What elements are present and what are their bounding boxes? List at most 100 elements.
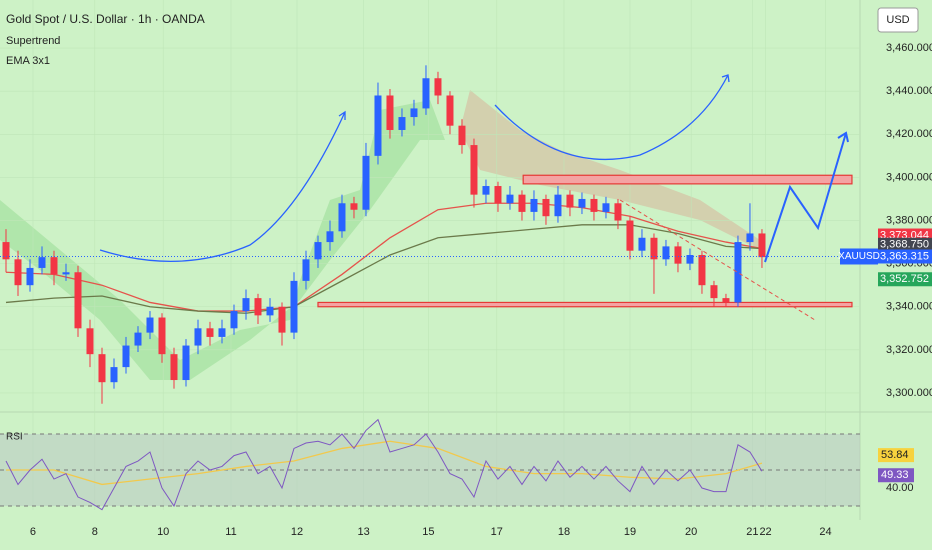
- y-tick-label: 3,320.000: [886, 344, 932, 356]
- candle-body: [38, 257, 46, 268]
- candle-body: [518, 194, 526, 212]
- candle-body: [722, 298, 730, 303]
- trendline: [619, 199, 816, 321]
- candle-body: [626, 220, 634, 251]
- zone: [317, 301, 853, 308]
- price-label-box: [878, 272, 932, 287]
- arrowhead: [721, 74, 730, 83]
- x-tick-label: 15: [422, 526, 434, 538]
- arrowhead: [837, 131, 849, 143]
- candle-body: [590, 198, 598, 212]
- supertrend-down-fill: [460, 90, 760, 250]
- overlay-line: [5, 202, 763, 312]
- candle-body: [170, 354, 178, 381]
- candle-body: [362, 155, 370, 210]
- rsi-value-label: 49.33: [881, 469, 909, 481]
- arrowhead: [338, 110, 346, 120]
- y-tick-label: 3,440.000: [886, 85, 932, 97]
- indicator-label: Supertrend: [6, 35, 60, 47]
- rsi-signal: [5, 440, 763, 486]
- candle-body: [14, 259, 22, 286]
- candle-body: [554, 194, 562, 217]
- y-tick-label: 3,400.000: [886, 171, 932, 183]
- x-tick-label: 6: [30, 526, 36, 538]
- x-tick-label: 17: [491, 526, 503, 538]
- candle-body: [434, 78, 442, 96]
- candle-body: [542, 198, 550, 217]
- curve-arrow: [494, 74, 729, 161]
- candle-body: [206, 328, 214, 337]
- overlay-line: [5, 224, 763, 314]
- candle-body: [158, 317, 166, 355]
- rsi-label: RSI: [6, 432, 23, 443]
- candle-body: [2, 242, 10, 260]
- candle-body: [110, 367, 118, 383]
- candle-body: [50, 257, 58, 275]
- candle-body: [62, 272, 70, 275]
- rsi-value-label: 53.84: [881, 449, 909, 461]
- candle-body: [326, 231, 334, 243]
- candle-body: [398, 117, 406, 130]
- y-tick-label: 3,460.000: [886, 42, 932, 54]
- price-label-box: [878, 249, 932, 264]
- x-tick-label: 12: [291, 526, 303, 538]
- x-tick-label: 8: [92, 526, 98, 538]
- candle-body: [98, 354, 106, 383]
- candle-body: [182, 345, 190, 381]
- x-tick-label: 13: [357, 526, 369, 538]
- currency-box: [877, 7, 919, 33]
- price-label: 3,368.750: [880, 239, 929, 251]
- rsi-line: [5, 418, 763, 511]
- y-tick-label: 3,380.000: [886, 214, 932, 226]
- candle-body: [638, 237, 646, 251]
- candle-body: [686, 255, 694, 264]
- candle-body: [218, 328, 226, 337]
- x-tick-label: 21: [746, 526, 758, 538]
- candle-body: [422, 78, 430, 109]
- candle-body: [578, 198, 586, 208]
- x-tick-label: 24: [819, 526, 831, 538]
- candle-body: [86, 328, 94, 355]
- candle-body: [26, 267, 34, 286]
- symbol-box: [840, 248, 878, 265]
- candle-body: [278, 306, 286, 333]
- candle-body: [386, 95, 394, 130]
- candle-body: [230, 311, 238, 329]
- candle-body: [650, 237, 658, 260]
- candle-body: [758, 233, 766, 258]
- candle-body: [698, 255, 706, 286]
- curve-arrow: [99, 111, 346, 263]
- candle-body: [470, 145, 478, 195]
- candle-body: [482, 186, 490, 195]
- candle-body: [614, 203, 622, 221]
- x-tick-label: 11: [225, 526, 236, 538]
- chart-title: Gold Spot / U.S. Dollar · 1h · OANDA: [6, 12, 205, 26]
- price-label-box: [878, 237, 932, 252]
- x-tick-label: 18: [558, 526, 570, 538]
- candle-body: [674, 246, 682, 264]
- zone: [522, 174, 853, 185]
- rsi-tick-label: 40.00: [886, 482, 914, 494]
- candle-body: [734, 242, 742, 303]
- candle-body: [254, 298, 262, 316]
- candle-body: [710, 285, 718, 299]
- candle-body: [122, 345, 130, 368]
- price-label: 3,352.752: [880, 273, 929, 285]
- candle-body: [302, 259, 310, 281]
- x-tick-label: 22: [759, 526, 771, 538]
- candle-body: [74, 272, 82, 329]
- candle-body: [458, 125, 466, 146]
- candle-body: [662, 246, 670, 260]
- rsi-value-box: [878, 448, 914, 463]
- rsi-value-box: [878, 468, 914, 483]
- candle-body: [350, 203, 358, 210]
- candle-body: [242, 298, 250, 312]
- candle-body: [410, 108, 418, 118]
- candle-body: [374, 95, 382, 156]
- x-tick-label: 10: [157, 526, 169, 538]
- plot: 3,300.0003,320.0003,340.0003,360.0003,38…: [0, 0, 932, 538]
- candle-body: [338, 203, 346, 232]
- candle-body: [530, 198, 538, 212]
